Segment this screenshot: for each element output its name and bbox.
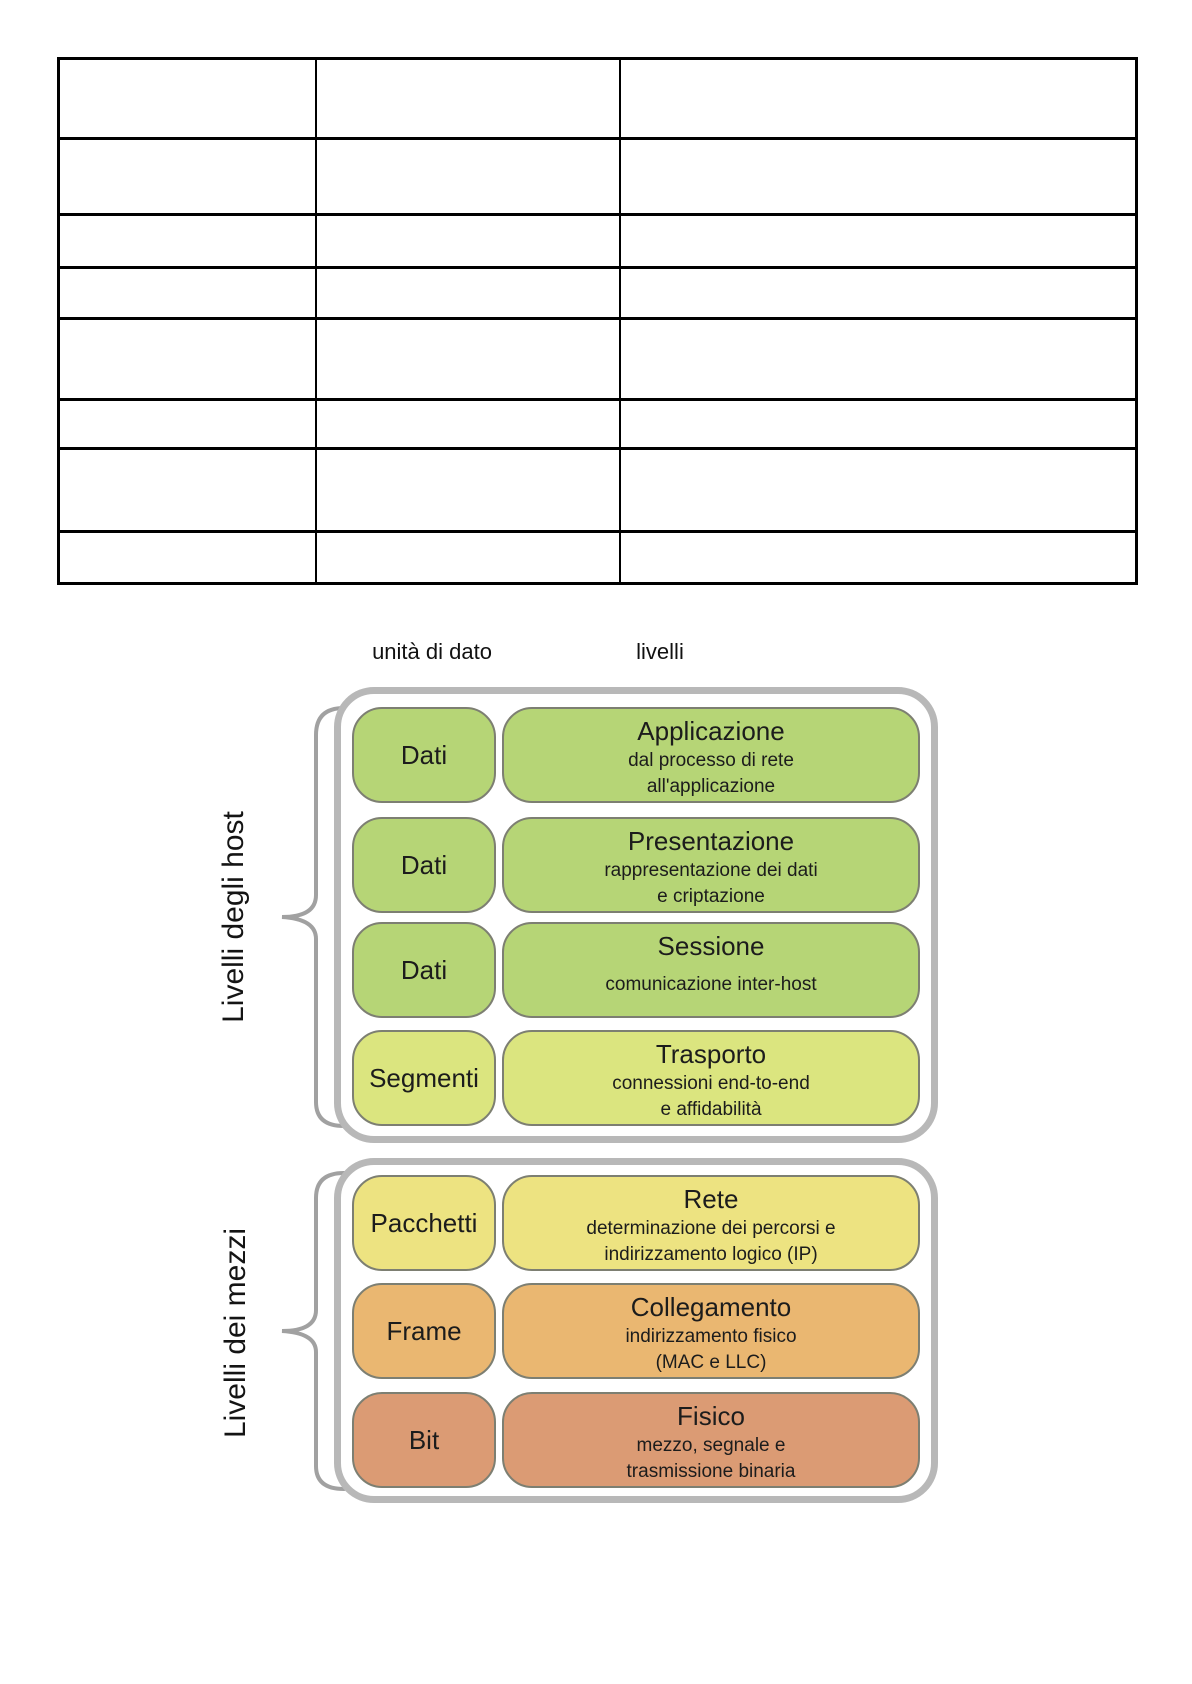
level-title: Applicazione bbox=[637, 716, 785, 746]
level-box: Trasporto connessioni end-to-end e affid… bbox=[502, 1030, 920, 1126]
level-description-line: e affidabilità bbox=[660, 1099, 762, 1121]
level-box: Collegamento indirizzamento fisico (MAC … bbox=[502, 1283, 920, 1379]
diagram-row-collegamento: Frame Collegamento indirizzamento fisico… bbox=[0, 1283, 1192, 1379]
level-description-line: trasmissione binaria bbox=[626, 1461, 796, 1483]
level-title: Fisico bbox=[677, 1401, 745, 1431]
level-box: Applicazione dal processo di rete all'ap… bbox=[502, 707, 920, 803]
level-description-line: rappresentazione dei dati bbox=[604, 859, 818, 881]
level-description-line: e criptazione bbox=[657, 886, 765, 908]
table-cell bbox=[618, 266, 1138, 320]
table-cell bbox=[618, 447, 1138, 533]
level-description-line: indirizzamento logico (IP) bbox=[604, 1244, 818, 1266]
table-cell bbox=[314, 266, 621, 320]
level-box: Presentazione rappresentazione dei dati … bbox=[502, 817, 920, 913]
table-cell bbox=[57, 213, 317, 269]
table-cell bbox=[314, 317, 621, 401]
unit-label: Dati bbox=[400, 739, 448, 770]
level-title: Rete bbox=[683, 1184, 739, 1214]
unit-label: Bit bbox=[408, 1424, 440, 1455]
diagram-row-sessione: Dati Sessione comunicazione inter-host bbox=[0, 922, 1192, 1018]
unit-box: Pacchetti bbox=[352, 1175, 496, 1271]
level-box: Rete determinazione dei percorsi e indir… bbox=[502, 1175, 920, 1271]
table-cell bbox=[314, 57, 621, 140]
diagram-row-trasporto: Segmenti Trasporto connessioni end-to-en… bbox=[0, 1030, 1192, 1126]
unit-label: Segmenti bbox=[369, 1062, 479, 1093]
table-cell bbox=[314, 137, 621, 216]
level-box: Sessione comunicazione inter-host bbox=[502, 922, 920, 1018]
table-cell bbox=[314, 398, 621, 450]
table-cell bbox=[57, 266, 317, 320]
table-cell bbox=[57, 530, 317, 585]
level-description: indirizzamento fisico (MAC e LLC) bbox=[625, 1324, 796, 1378]
unit-box: Bit bbox=[352, 1392, 496, 1488]
unit-box: Dati bbox=[352, 817, 496, 913]
table-cell bbox=[618, 398, 1138, 450]
unit-label: Pacchetti bbox=[370, 1207, 478, 1238]
table-cell bbox=[618, 57, 1138, 140]
level-title: Presentazione bbox=[627, 826, 795, 856]
unit-box: Dati bbox=[352, 707, 496, 803]
level-description: determinazione dei percorsi e indirizzam… bbox=[586, 1216, 835, 1270]
table-cell bbox=[57, 317, 317, 401]
table-cell bbox=[618, 530, 1138, 585]
level-box: Fisico mezzo, segnale e trasmissione bin… bbox=[502, 1392, 920, 1488]
unit-label: Dati bbox=[400, 849, 448, 880]
table-cell bbox=[57, 57, 317, 140]
table-cell bbox=[314, 213, 621, 269]
table-cell bbox=[57, 398, 317, 450]
level-title: Trasporto bbox=[655, 1039, 767, 1069]
table-cell bbox=[314, 530, 621, 585]
diagram-row-applicazione: Dati Applicazione dal processo di rete a… bbox=[0, 707, 1192, 803]
level-description-line: mezzo, segnale e bbox=[636, 1434, 786, 1456]
table-cell bbox=[618, 317, 1138, 401]
unit-label: Dati bbox=[400, 954, 448, 985]
media-levels-brace-icon bbox=[281, 1171, 346, 1491]
host-levels-brace-icon bbox=[281, 706, 346, 1128]
diagram-row-fisico: Bit Fisico mezzo, segnale e trasmissione… bbox=[0, 1392, 1192, 1488]
table-cell bbox=[618, 137, 1138, 216]
level-description: comunicazione inter-host bbox=[605, 963, 816, 1009]
level-description-line: indirizzamento fisico bbox=[625, 1325, 797, 1347]
blank-table bbox=[57, 57, 1138, 585]
level-title: Sessione bbox=[657, 931, 765, 961]
level-description-line: all'applicazione bbox=[646, 776, 776, 798]
unit-box: Dati bbox=[352, 922, 496, 1018]
table-cell bbox=[314, 447, 621, 533]
level-description-line: dal processo di rete bbox=[628, 749, 794, 771]
column-header-unit: unità di dato bbox=[372, 639, 492, 664]
level-description: connessioni end-to-end e affidabilità bbox=[612, 1071, 810, 1125]
unit-label: Frame bbox=[386, 1315, 462, 1346]
level-description-line: determinazione dei percorsi e bbox=[586, 1217, 836, 1239]
level-description-line: (MAC e LLC) bbox=[655, 1352, 767, 1374]
column-header-levels: livelli bbox=[636, 639, 684, 664]
table-cell bbox=[618, 213, 1138, 269]
level-description-line: comunicazione inter-host bbox=[605, 973, 817, 995]
unit-box: Frame bbox=[352, 1283, 496, 1379]
level-description: mezzo, segnale e trasmissione binaria bbox=[627, 1433, 796, 1487]
level-description-line: connessioni end-to-end bbox=[612, 1072, 810, 1094]
table-cell bbox=[57, 137, 317, 216]
level-title: Collegamento bbox=[630, 1292, 792, 1322]
unit-box: Segmenti bbox=[352, 1030, 496, 1126]
level-description: dal processo di rete all'applicazione bbox=[628, 748, 794, 802]
diagram-row-rete: Pacchetti Rete determinazione dei percor… bbox=[0, 1175, 1192, 1271]
level-description: rappresentazione dei dati e criptazione bbox=[604, 858, 817, 912]
table-cell bbox=[57, 447, 317, 533]
diagram-row-presentazione: Dati Presentazione rappresentazione dei … bbox=[0, 817, 1192, 913]
